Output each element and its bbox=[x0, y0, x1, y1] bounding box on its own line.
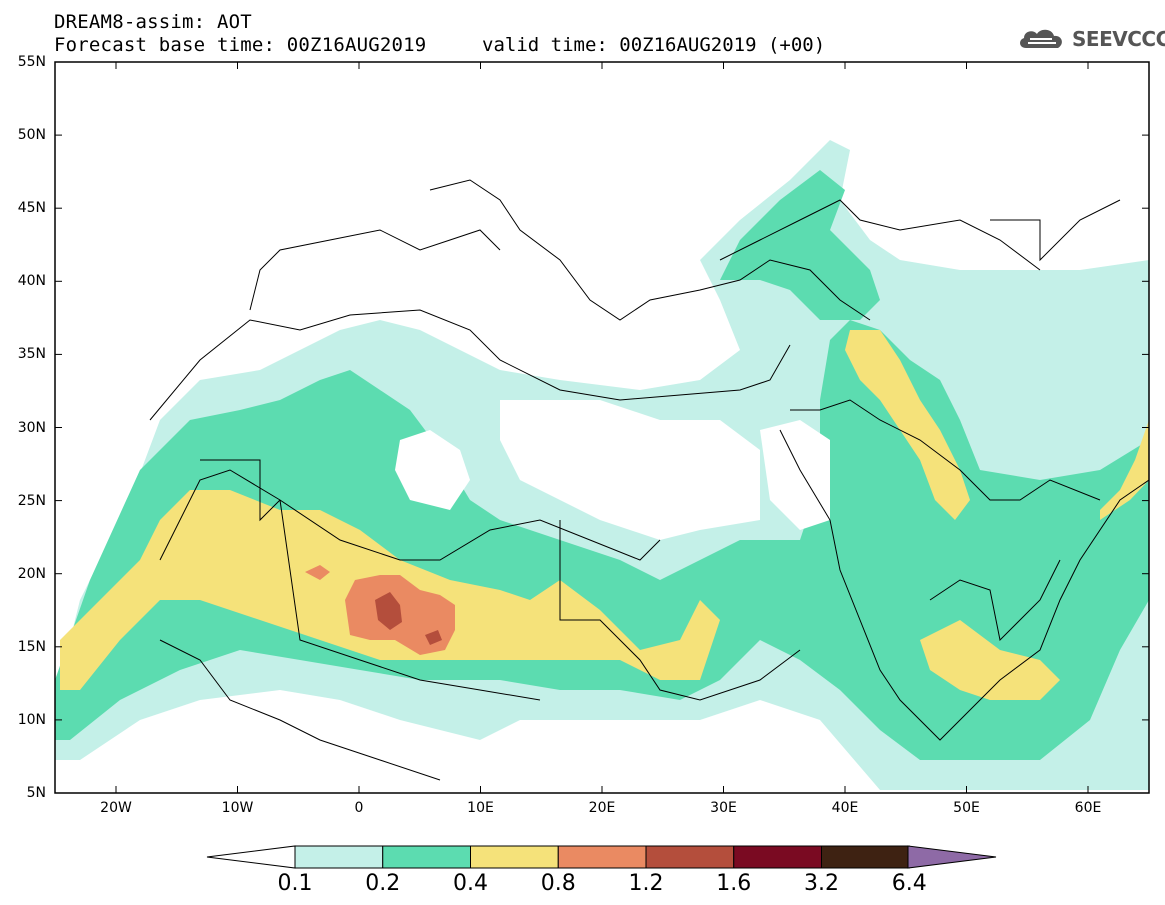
lon-label: 60E bbox=[1074, 800, 1102, 816]
aot-band-1.2 bbox=[375, 592, 402, 630]
colorbar-box bbox=[821, 845, 910, 869]
colorbar-box bbox=[470, 845, 559, 869]
colorbar-label: 0.2 bbox=[365, 871, 401, 896]
lon-label: 10W bbox=[221, 800, 254, 816]
seevccc-logo: SEEVCCC bbox=[1016, 24, 1165, 54]
colorbar-box bbox=[557, 845, 647, 869]
lat-label: 15N bbox=[17, 638, 46, 655]
aot-band-0.4-arabia bbox=[920, 620, 1060, 700]
aot-band-0.4-east bbox=[1100, 420, 1149, 520]
aot-band-0.2-turkey bbox=[720, 170, 880, 320]
colorbar-low-triangle bbox=[206, 845, 296, 869]
lon-label: 50E bbox=[953, 800, 980, 816]
colorbar-label: 3.2 bbox=[804, 871, 839, 896]
colorbar-box bbox=[382, 845, 471, 869]
aot-band-0.4-gulf bbox=[845, 330, 970, 520]
lat-label: 30N bbox=[17, 419, 46, 436]
colorbar-label: 0.4 bbox=[453, 871, 488, 896]
lat-label: 20N bbox=[17, 565, 46, 582]
cloud-icon bbox=[1020, 29, 1062, 48]
lat-label: 35N bbox=[17, 346, 46, 363]
aot-clear-egypt bbox=[760, 420, 830, 530]
lat-label: 55N bbox=[17, 54, 46, 70]
colorbar-label: 0.8 bbox=[540, 871, 576, 896]
colorbar-label: 0.1 bbox=[277, 871, 313, 896]
lat-label: 40N bbox=[17, 273, 46, 290]
aot-band-1.2-b bbox=[425, 630, 442, 645]
aot-clear-libya bbox=[500, 400, 760, 540]
colorbar-box bbox=[733, 845, 822, 869]
colorbar bbox=[206, 845, 997, 869]
colorbar-high-triangle bbox=[907, 845, 997, 869]
lon-label: 40E bbox=[831, 800, 859, 816]
coastlines bbox=[149, 179, 1149, 781]
aot-contours bbox=[55, 140, 1149, 790]
aot-clear-sahara bbox=[395, 430, 470, 510]
colorbar-label: 1.2 bbox=[628, 871, 664, 896]
valid-time: valid time: 00Z16AUG2019 (+00) bbox=[482, 34, 826, 56]
colorbar-label: 6.4 bbox=[891, 871, 927, 896]
aot-band-0.8-b bbox=[305, 565, 330, 580]
lat-label: 10N bbox=[17, 711, 46, 728]
axis-ticks bbox=[55, 61, 1149, 794]
logo-text: SEEVCCC bbox=[1072, 27, 1165, 51]
lon-label: 0 bbox=[354, 800, 364, 816]
forecast-base-time: Forecast base time: 00Z16AUG2019 bbox=[54, 34, 427, 56]
lat-label: 50N bbox=[17, 127, 46, 144]
lon-label: 30E bbox=[710, 800, 737, 816]
lat-label: 25N bbox=[17, 492, 46, 509]
lon-label: 20E bbox=[588, 800, 616, 816]
lat-label: 5N bbox=[26, 785, 46, 801]
colorbar-label: 1.6 bbox=[716, 871, 752, 896]
lat-label: 45N bbox=[17, 200, 46, 217]
map-title: DREAM8-assim: AOT bbox=[54, 11, 252, 33]
lon-label: 10E bbox=[467, 800, 494, 816]
colorbar-box bbox=[645, 845, 735, 869]
lon-label: 20W bbox=[100, 800, 132, 816]
colorbar-box bbox=[294, 845, 384, 869]
